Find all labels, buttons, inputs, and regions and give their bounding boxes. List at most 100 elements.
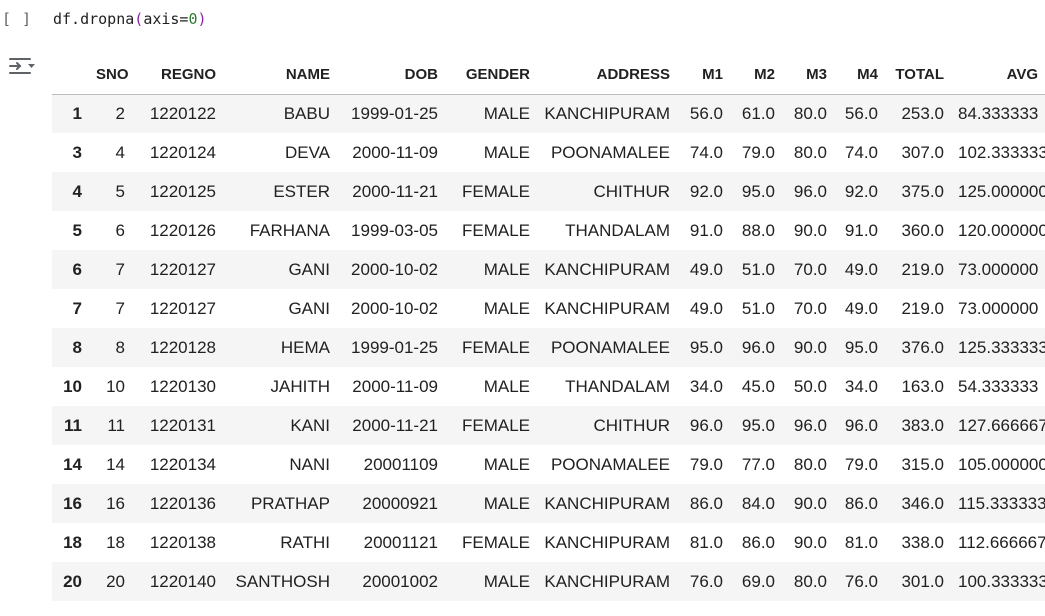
- table-cell: 20001121: [363, 532, 438, 552]
- table-cell: 91.0: [689, 220, 723, 240]
- table-cell: 2: [115, 103, 125, 123]
- table-cell: 1220124: [149, 142, 216, 162]
- table-cell: PRATHAP: [250, 493, 330, 513]
- table-cell: 1220125: [149, 181, 216, 201]
- table-cell: 80.0: [793, 103, 827, 123]
- table-cell: THANDALAM: [565, 376, 670, 396]
- table-cell: 1220127: [149, 259, 216, 279]
- table-cell: 84.0: [741, 493, 775, 513]
- table-row: 20 20 1220140 SANTHOSH 20001002 MALE KANCHIPUR…: [52, 562, 1045, 601]
- table-row: 6 7 1220127 GANI 2000-10-02 MALE KANCHIPURAM 49…: [52, 250, 1045, 289]
- table-cell: 69.0: [741, 571, 775, 591]
- table-cell: CHITHUR: [593, 181, 671, 201]
- table-row: 5 6 1220126 FARHANA 1999-03-05 FEMALE THANDALA…: [52, 211, 1045, 250]
- column-header-total: TOTAL: [885, 56, 951, 95]
- table-cell: 96.0: [793, 181, 827, 201]
- table-cell: POONAMALEE: [550, 454, 670, 474]
- table-cell: FEMALE: [461, 415, 530, 435]
- table-cell: 81.0: [689, 532, 723, 552]
- table-cell: 2000-10-02: [351, 259, 438, 279]
- table-cell: POONAMALEE: [550, 142, 670, 162]
- code-function: df.dropna: [53, 10, 135, 28]
- table-cell: 360.0: [901, 220, 944, 240]
- row-index: 18: [63, 532, 82, 552]
- row-index: 20: [63, 571, 82, 591]
- table-cell: 86.0: [844, 493, 878, 513]
- index-header: [52, 56, 89, 95]
- table-cell: 95.0: [741, 415, 775, 435]
- table-cell: 20001002: [362, 571, 438, 591]
- table-cell: 76.0: [689, 571, 723, 591]
- table-cell: 56.0: [689, 103, 723, 123]
- table-cell: 125.000000: [958, 181, 1045, 201]
- table-cell: 76.0: [844, 571, 878, 591]
- column-header-dob: DOB: [337, 56, 445, 95]
- row-index: 11: [64, 415, 82, 435]
- table-cell: 2000-10-02: [351, 298, 438, 318]
- table-cell: 7: [115, 298, 125, 318]
- output-toggle-icon[interactable]: [8, 55, 36, 79]
- column-header-m2: M2: [730, 56, 782, 95]
- table-cell: HEMA: [280, 337, 330, 357]
- table-cell: 301.0: [901, 571, 944, 591]
- table-cell: 49.0: [689, 259, 723, 279]
- table-cell: MALE: [483, 142, 530, 162]
- table-cell: 61.0: [741, 103, 775, 123]
- table-row: 1 2 1220122 BABU 1999-01-25 MALE KANCHIPURAM 56…: [52, 94, 1045, 133]
- table-cell: 8: [115, 337, 125, 357]
- table-cell: 96.0: [793, 415, 827, 435]
- dataframe-output: SNO REGNO NAME DOB GENDER ADDRESS M1 M2 M3 M4 TOTA…: [52, 56, 1045, 601]
- table-cell: 80.0: [793, 142, 827, 162]
- table-cell: 95.0: [844, 337, 878, 357]
- code-editor[interactable]: df.dropna(axis=0): [53, 10, 207, 28]
- table-cell: ESTER: [273, 181, 330, 201]
- table-cell: 100.333333: [958, 571, 1045, 591]
- table-cell: FARHANA: [249, 220, 330, 240]
- table-cell: 74.0: [689, 142, 723, 162]
- table-cell: 51.0: [741, 259, 775, 279]
- row-index: 10: [63, 376, 82, 396]
- table-cell: 81.0: [844, 532, 878, 552]
- column-header-m4: M4: [834, 56, 885, 95]
- table-cell: JAHITH: [270, 376, 331, 396]
- table-row: 7 7 1220127 GANI 2000-10-02 MALE KANCHIPURAM 49…: [52, 289, 1045, 328]
- table-cell: KANCHIPURAM: [544, 493, 670, 513]
- table-cell: 77.0: [741, 454, 775, 474]
- row-index: 8: [72, 337, 82, 357]
- table-cell: 127.666667: [958, 415, 1045, 435]
- table-cell: 1220136: [149, 493, 216, 513]
- table-cell: MALE: [483, 298, 530, 318]
- table-cell: 1999-01-25: [351, 337, 438, 357]
- table-cell: 51.0: [741, 298, 775, 318]
- table-row: 10 10 1220130 JAHITH 2000-11-09 MALE THANDALAM…: [52, 367, 1045, 406]
- table-cell: FEMALE: [461, 181, 530, 201]
- table-cell: 14: [106, 454, 125, 474]
- table-cell: 20000921: [362, 493, 438, 513]
- table-cell: 2000-11-09: [352, 376, 438, 396]
- table-cell: FEMALE: [461, 337, 530, 357]
- table-cell: 16: [106, 493, 125, 513]
- table-row: 11 11 1220131 KANI 2000-11-21 FEMALE CHITHUR 96…: [52, 406, 1045, 445]
- table-header-row: SNO REGNO NAME DOB GENDER ADDRESS M1 M2 M3 M4 TOTA…: [52, 56, 1045, 95]
- table-cell: MALE: [483, 571, 530, 591]
- table-cell: 2000-11-21: [352, 181, 438, 201]
- table-cell: 1220128: [149, 337, 216, 357]
- row-index: 14: [63, 454, 82, 474]
- code-number: 0: [188, 10, 198, 28]
- table-cell: KANCHIPURAM: [544, 571, 670, 591]
- table-cell: 1220126: [149, 220, 216, 240]
- table-cell: 1220127: [149, 298, 216, 318]
- run-cell-button[interactable]: [ ]: [2, 10, 33, 28]
- table-cell: 4: [115, 142, 125, 162]
- table-cell: 6: [115, 220, 125, 240]
- table-cell: 10: [106, 376, 125, 396]
- table-cell: 45.0: [741, 376, 775, 396]
- table-cell: DEVA: [284, 142, 330, 162]
- table-cell: 20: [106, 571, 125, 591]
- table-cell: 376.0: [901, 337, 944, 357]
- table-cell: 120.000000: [958, 220, 1045, 240]
- table-cell: 86.0: [741, 532, 775, 552]
- table-cell: 1999-01-25: [351, 103, 438, 123]
- table-cell: GANI: [288, 259, 330, 279]
- row-index: 7: [72, 298, 82, 318]
